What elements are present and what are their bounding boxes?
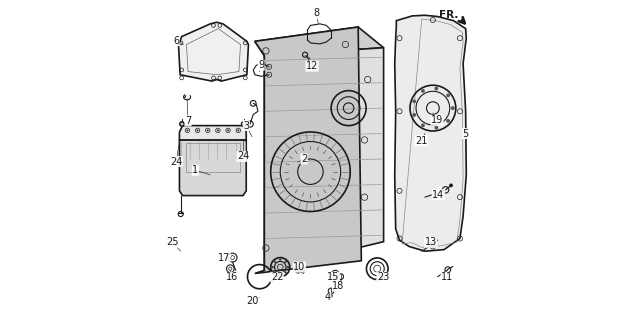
Text: 15: 15 [327, 272, 340, 282]
Circle shape [287, 266, 289, 268]
Circle shape [273, 271, 276, 274]
Text: 10: 10 [293, 262, 305, 272]
Circle shape [241, 122, 246, 126]
Polygon shape [255, 27, 362, 273]
Text: 9: 9 [258, 60, 264, 70]
Text: 4: 4 [325, 292, 331, 302]
Circle shape [284, 260, 287, 263]
Text: 6: 6 [173, 36, 179, 46]
Circle shape [330, 294, 333, 297]
Circle shape [227, 129, 229, 131]
Text: 18: 18 [332, 281, 344, 291]
Text: 7: 7 [185, 116, 191, 126]
Circle shape [451, 106, 454, 110]
Circle shape [207, 129, 209, 131]
Circle shape [297, 269, 299, 271]
Text: FR.: FR. [439, 10, 458, 20]
Polygon shape [179, 126, 246, 140]
Text: 12: 12 [306, 61, 318, 71]
Circle shape [273, 260, 276, 263]
Polygon shape [264, 48, 383, 270]
Circle shape [446, 119, 450, 123]
Polygon shape [179, 140, 246, 196]
Circle shape [237, 129, 239, 131]
Circle shape [284, 271, 287, 274]
Circle shape [279, 273, 282, 276]
Text: 24: 24 [237, 151, 249, 162]
Text: 5: 5 [463, 128, 468, 139]
Circle shape [421, 89, 425, 93]
Polygon shape [395, 15, 467, 251]
Text: 17: 17 [218, 253, 230, 263]
Circle shape [435, 86, 438, 90]
Text: 8: 8 [313, 8, 319, 18]
Text: 1: 1 [192, 165, 198, 175]
Circle shape [412, 113, 416, 117]
Text: 20: 20 [246, 295, 259, 306]
Text: 16: 16 [225, 272, 237, 282]
Circle shape [449, 183, 453, 187]
Circle shape [412, 100, 416, 103]
Circle shape [271, 266, 274, 268]
Circle shape [435, 126, 438, 130]
Circle shape [186, 129, 188, 131]
Text: 14: 14 [432, 190, 444, 200]
Text: 11: 11 [441, 272, 453, 282]
Text: 25: 25 [166, 237, 179, 247]
Text: 21: 21 [415, 135, 428, 146]
Circle shape [196, 129, 198, 131]
Circle shape [421, 123, 425, 127]
Circle shape [217, 129, 219, 131]
Circle shape [301, 269, 303, 271]
Text: 13: 13 [424, 237, 436, 247]
Polygon shape [179, 22, 248, 81]
Text: 2: 2 [301, 154, 307, 164]
Polygon shape [255, 27, 383, 56]
Text: 3: 3 [243, 121, 250, 131]
Circle shape [446, 93, 450, 97]
Text: 24: 24 [170, 156, 182, 167]
Circle shape [180, 122, 184, 126]
Text: 23: 23 [377, 272, 389, 282]
Text: 19: 19 [431, 115, 443, 125]
Circle shape [279, 258, 282, 261]
Text: 22: 22 [271, 272, 284, 282]
